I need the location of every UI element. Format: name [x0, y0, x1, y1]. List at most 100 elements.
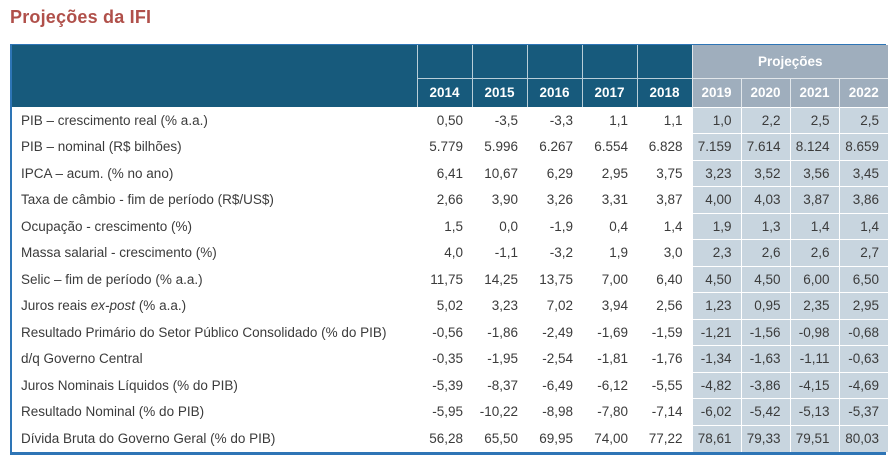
- historical-value-cell: 6,40: [637, 266, 692, 293]
- projection-value-cell: 1,4: [789, 212, 839, 240]
- historical-value-cell: -10,22: [472, 398, 527, 425]
- historical-value-cell: -2,54: [527, 345, 582, 372]
- row-label: PIB – crescimento real (% a.a.): [12, 107, 417, 134]
- table-row: Selic – fim de período (% a.a.) 11,75 14,2…: [12, 265, 889, 293]
- historical-value-cell: 65,50: [472, 425, 527, 452]
- projection-value-cell: -3,86: [740, 371, 790, 399]
- table-row: Juros reais ex-post (% a.a.) 5,02 3,23 7,02…: [12, 292, 889, 319]
- row-label: Juros reais ex-post (% a.a.): [12, 292, 417, 319]
- table-row: Dívida Bruta do Governo Geral (% do PIB)…: [12, 424, 889, 452]
- projection-value-cell: 4,50: [691, 265, 741, 293]
- projection-value-cell: -5,42: [740, 398, 790, 425]
- historical-value-cell: -8,37: [472, 372, 527, 399]
- historical-value-cell: -1,81: [582, 345, 637, 372]
- row-label: Ocupação - crescimento (%): [12, 213, 417, 240]
- projection-value-cell: 6,00: [789, 265, 839, 293]
- historical-value-cell: 1,4: [637, 213, 692, 240]
- table-row: Ocupação - crescimento (%) 1,5 0,0 -1,9 0,4 1…: [12, 212, 889, 240]
- projection-value-cell: 7.614: [740, 133, 790, 160]
- projection-value-cell: 3,52: [740, 159, 790, 187]
- projection-value-cell: 0,95: [740, 292, 790, 319]
- empty-header-cell-2014: [416, 45, 472, 78]
- projection-value-cell: -1,21: [691, 318, 741, 346]
- projection-value-cell: 1,4: [838, 212, 889, 240]
- historical-value-cell: -5,39: [417, 372, 472, 399]
- historical-value-cell: 10,67: [472, 160, 527, 187]
- projection-year-header-2022: 2022: [838, 77, 889, 107]
- empty-header-cell-2017: [581, 45, 637, 78]
- row-label: Dívida Bruta do Governo Geral (% do PIB): [12, 425, 417, 452]
- projections-table: Projeções 2014 2015 2016 2017 2018 2019 2020 20…: [12, 45, 889, 452]
- historical-value-cell: -3,3: [527, 107, 582, 134]
- label-column-header: [12, 45, 417, 107]
- historical-value-cell: 3,23: [472, 292, 527, 319]
- historical-value-cell: 2,66: [417, 186, 472, 213]
- projection-value-cell: 3,86: [838, 186, 889, 213]
- historical-value-cell: -6,49: [527, 372, 582, 399]
- projection-value-cell: 79,51: [789, 424, 839, 452]
- projection-value-cell: 2,6: [740, 239, 790, 266]
- projection-value-cell: 4,00: [691, 186, 741, 213]
- projection-value-cell: 3,56: [789, 159, 839, 187]
- table-row: IPCA – acum. (% no ano) 6,41 10,67 6,29 2,95…: [12, 159, 889, 187]
- historical-value-cell: 5.996: [472, 133, 527, 160]
- historical-value-cell: -3,5: [472, 107, 527, 134]
- historical-value-cell: 74,00: [582, 425, 637, 452]
- historical-value-cell: 3,26: [527, 186, 582, 213]
- row-label: Massa salarial - crescimento (%): [12, 239, 417, 266]
- historical-value-cell: -5,95: [417, 398, 472, 425]
- row-label: d/q Governo Central: [12, 345, 417, 372]
- projection-value-cell: -4,69: [838, 371, 889, 399]
- historical-value-cell: -1,76: [637, 345, 692, 372]
- historical-value-cell: 14,25: [472, 266, 527, 293]
- projection-value-cell: -4,82: [691, 371, 741, 399]
- historical-value-cell: -0,35: [417, 345, 472, 372]
- header-row-groups: Projeções: [12, 45, 889, 107]
- table-row: Resultado Nominal (% do PIB) -5,95 -10,22-…: [12, 398, 889, 425]
- historical-value-cell: 4,0: [417, 239, 472, 266]
- projection-value-cell: 3,87: [789, 186, 839, 213]
- year-header-2017: 2017: [581, 77, 637, 107]
- projection-value-cell: -1,63: [740, 345, 790, 372]
- historical-value-cell: 1,5: [417, 213, 472, 240]
- historical-value-cell: 6,29: [527, 160, 582, 187]
- projection-value-cell: 7.159: [691, 133, 741, 160]
- year-header-2016: 2016: [526, 77, 582, 107]
- projection-value-cell: 2,2: [740, 106, 790, 134]
- projection-year-header-2019: 2019: [691, 77, 741, 107]
- header-row-years: 2014 2015 2016 2017 2018 2019 2020 2021 2022: [12, 77, 889, 107]
- projection-year-header-2020: 2020: [740, 77, 790, 107]
- historical-value-cell: 3,0: [637, 239, 692, 266]
- table-row: Massa salarial - crescimento (%) 4,0 -1,1-…: [12, 239, 889, 266]
- projection-value-cell: 6,50: [838, 265, 889, 293]
- row-label: Resultado Primário do Setor Público Cons…: [12, 319, 417, 346]
- historical-value-cell: 2,56: [637, 292, 692, 319]
- projection-value-cell: 8.124: [789, 133, 839, 160]
- projection-value-cell: -1,34: [691, 345, 741, 372]
- table-row: Juros Nominais Líquidos (% do PIB) -5,39-…: [12, 371, 889, 399]
- historical-value-cell: 0,0: [472, 213, 527, 240]
- historical-value-cell: 6.267: [527, 133, 582, 160]
- historical-value-cell: 13,75: [527, 266, 582, 293]
- historical-value-cell: 7,02: [527, 292, 582, 319]
- empty-header-cell-2016: [526, 45, 582, 78]
- historical-value-cell: 11,75: [417, 266, 472, 293]
- historical-value-cell: 3,90: [472, 186, 527, 213]
- historical-value-cell: -3,2: [527, 239, 582, 266]
- projection-value-cell: 1,9: [691, 212, 741, 240]
- projection-value-cell: 2,5: [789, 106, 839, 134]
- year-header-2018: 2018: [636, 77, 692, 107]
- projection-value-cell: 2,7: [838, 239, 889, 266]
- historical-value-cell: -1,86: [472, 319, 527, 346]
- historical-value-cell: 6.828: [637, 133, 692, 160]
- table-row: d/q Governo Central -0,35 -1,95 -2,54 -1,81-…: [12, 345, 889, 372]
- projection-value-cell: -1,11: [789, 345, 839, 372]
- historical-value-cell: 0,4: [582, 213, 637, 240]
- page-title: Projeções da IFI: [10, 7, 152, 27]
- row-label: PIB – nominal (R$ bilhões): [12, 133, 417, 160]
- historical-value-cell: -7,80: [582, 398, 637, 425]
- projection-value-cell: 8.659: [838, 133, 889, 160]
- historical-value-cell: 0,50: [417, 107, 472, 134]
- historical-value-cell: -5,55: [637, 372, 692, 399]
- projection-value-cell: -6,02: [691, 398, 741, 425]
